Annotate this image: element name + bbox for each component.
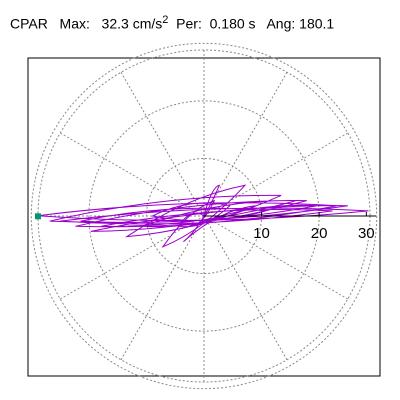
period-label: Per: [176,15,202,32]
angle-value: 180.1 [299,15,335,32]
acceleration-trace [37,184,369,248]
grid-ring [30,42,378,390]
max-unit-exponent: 2 [162,14,169,26]
max-marker-group [35,213,42,220]
radius-tick-label: 30 [358,225,375,242]
header: CPAR Max: 32.3 cm/s2 Per: 0.180 s Ang: 1… [10,14,334,32]
max-value: 32.3 [101,15,129,32]
max-label: Max: [59,15,90,32]
radius-tick-label: 10 [253,225,270,242]
period-value: 0.180 s [209,15,256,32]
station-code: CPAR [10,15,48,32]
radius-tick-label: 20 [311,225,328,242]
max-point-marker [35,213,42,220]
radius-axis: 10 20 30 [204,212,376,242]
angle-label: Ang: [266,15,296,32]
max-unit: cm/s [132,15,163,32]
trace-group [37,184,369,248]
